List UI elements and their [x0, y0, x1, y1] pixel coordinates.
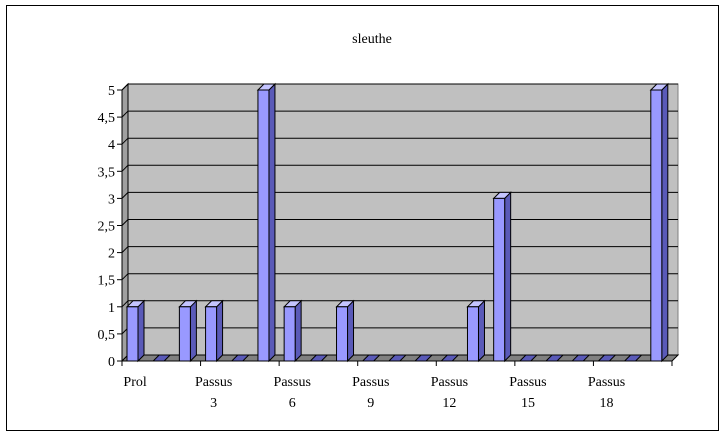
- x-tick-label: Passus 12: [431, 375, 468, 411]
- bars: [125, 82, 670, 363]
- gridline: [121, 164, 678, 172]
- bar-front: [493, 197, 506, 362]
- bar-zero-top: [544, 354, 565, 362]
- bar-front: [126, 306, 139, 362]
- bar-front: [178, 306, 191, 362]
- bar-side: [216, 299, 224, 363]
- x-tick-label-line: 15: [521, 396, 535, 411]
- y-tick-labels: 0 0,5 1 1,5 2 2,5 3 3,5 4 4,5 5: [98, 84, 116, 370]
- bar-side: [189, 299, 197, 363]
- bar-zero-top: [387, 354, 408, 362]
- bar-front: [466, 306, 479, 362]
- bar-side: [661, 82, 669, 363]
- x-tick-label-line: Passus: [509, 375, 546, 390]
- bar: [335, 299, 355, 363]
- y-tick-label: 2: [108, 247, 115, 262]
- bar: [309, 354, 329, 362]
- bar: [649, 82, 670, 363]
- bar: [597, 354, 617, 362]
- y-tick-label: 2,5: [98, 220, 116, 235]
- y-tick-label: 4: [108, 138, 115, 153]
- gridline: [121, 191, 678, 199]
- bar: [492, 191, 512, 363]
- bar: [256, 82, 277, 363]
- y-tick-label: 3: [108, 192, 115, 207]
- bar: [623, 354, 643, 362]
- bar-zero-top: [597, 354, 617, 362]
- bar: [204, 299, 224, 363]
- bar-side: [137, 299, 145, 363]
- y-tick-label: 1: [108, 301, 115, 316]
- x-tick-label: Passus 9: [352, 375, 389, 411]
- bar: [440, 354, 460, 362]
- gridline: [121, 137, 678, 145]
- x-tick-label-line: Passus: [195, 375, 232, 390]
- bar: [151, 354, 172, 362]
- bar: [361, 354, 381, 362]
- gridline: [121, 83, 678, 91]
- bar: [518, 354, 539, 362]
- bar: [387, 354, 408, 362]
- x-tick-label-line: 9: [367, 396, 374, 411]
- x-tick-label: Prol: [123, 375, 146, 390]
- x-tick-label-line: Passus: [588, 375, 625, 390]
- x-tick-label: Passus 3: [195, 375, 232, 411]
- gridline: [121, 110, 678, 118]
- bar-zero-top: [518, 354, 539, 362]
- bar: [413, 354, 434, 362]
- x-tick-label: Passus 15: [509, 375, 546, 411]
- bar-zero-top: [413, 354, 434, 362]
- x-tick-label-line: 18: [600, 396, 614, 411]
- x-tick-label-line: Passus: [352, 375, 389, 390]
- chart-title: sleuthe: [352, 32, 392, 47]
- x-tick-label: Passus 18: [588, 375, 625, 411]
- x-tick-label-line: 12: [442, 396, 456, 411]
- bar-front: [205, 306, 218, 362]
- bar: [178, 299, 198, 363]
- x-tick-label-line: Passus: [431, 375, 468, 390]
- bar-front: [336, 306, 349, 362]
- bar-side: [504, 191, 512, 363]
- bar-zero-top: [309, 354, 329, 362]
- x-tick-label-line: Prol: [123, 375, 146, 390]
- bar: [544, 354, 565, 362]
- bar-front: [257, 89, 270, 362]
- bar-zero-top: [571, 354, 591, 362]
- chart-frame: sleuthe 0 0,5 1 1,5 2 2,5 3 3,5 4 4,5 5 Prol Passus…: [6, 5, 719, 431]
- y-tick-label: 1,5: [98, 274, 116, 289]
- x-tick-label-line: 6: [289, 396, 296, 411]
- bar-zero-top: [151, 354, 172, 362]
- x-tick-label: Passus 6: [274, 375, 311, 411]
- bar-side: [477, 299, 485, 363]
- y-tick-label: 0: [108, 355, 115, 370]
- bar: [125, 299, 146, 363]
- y-tick-label: 4,5: [98, 111, 116, 126]
- bar: [466, 299, 486, 363]
- bar-zero-top: [361, 354, 381, 362]
- x-tick-labels: Prol Passus 3 Passus 6 Passus 9 Passus 12 Passus 1…: [123, 375, 625, 411]
- bar-side: [294, 299, 302, 363]
- bar-zero-top: [623, 354, 643, 362]
- bar: [282, 299, 303, 363]
- bar: [571, 354, 591, 362]
- y-tick-label: 0,5: [98, 328, 116, 343]
- bar-front: [283, 306, 296, 362]
- y-tick-label: 5: [108, 84, 115, 99]
- bar-front: [650, 89, 663, 362]
- y-tick-label: 3,5: [98, 165, 116, 180]
- chart-svg: sleuthe 0 0,5 1 1,5 2 2,5 3 3,5 4 4,5 5 Prol Passus…: [98, 32, 680, 411]
- bar-zero-top: [230, 354, 250, 362]
- bar: [230, 354, 250, 362]
- bar-side: [268, 82, 276, 363]
- bar-side: [347, 299, 355, 363]
- bar-zero-top: [440, 354, 460, 362]
- x-tick-label-line: Passus: [274, 375, 311, 390]
- x-tick-label-line: 3: [210, 396, 217, 411]
